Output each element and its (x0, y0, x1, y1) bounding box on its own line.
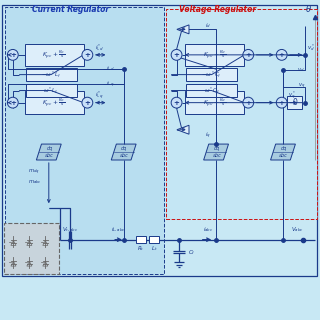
Polygon shape (177, 25, 189, 34)
Bar (287, 96, 302, 109)
Bar (2, 5, 317, 276)
Text: $i_{l,q}$: $i_{l,q}$ (106, 80, 115, 90)
Text: dq: dq (46, 146, 52, 151)
Circle shape (171, 97, 182, 108)
Text: dq: dq (281, 146, 287, 151)
Text: $i_d$: $i_d$ (205, 21, 211, 30)
Bar (186, 44, 244, 66)
Circle shape (276, 50, 287, 60)
Text: $K_{pc}+\frac{K_{ic}}{s}$: $K_{pc}+\frac{K_{ic}}{s}$ (43, 96, 66, 109)
Text: Voltage Regulator: Voltage Regulator (179, 5, 256, 14)
Text: abc: abc (45, 153, 54, 158)
Circle shape (7, 97, 18, 108)
Text: $C_f$: $C_f$ (188, 249, 196, 258)
Text: $V_{t,abc}$: $V_{t,abc}$ (62, 225, 78, 234)
Circle shape (82, 50, 93, 60)
Polygon shape (270, 144, 295, 160)
Text: $i_{abc}$: $i_{abc}$ (203, 225, 213, 234)
Text: abc: abc (120, 153, 129, 158)
Text: +: + (84, 52, 90, 58)
Text: $v^*_q$: $v^*_q$ (288, 90, 295, 102)
Text: dq: dq (213, 146, 220, 151)
Text: +: + (84, 100, 90, 106)
Circle shape (276, 97, 287, 108)
Bar (4, 223, 59, 274)
Text: $v_d$: $v_d$ (298, 66, 305, 74)
Text: $m_{abc}$: $m_{abc}$ (28, 178, 42, 186)
Text: $i^*_{l,d}$: $i^*_{l,d}$ (95, 43, 104, 53)
Circle shape (243, 97, 254, 108)
Text: $K_{pc}+\frac{K_{ic}}{s}$: $K_{pc}+\frac{K_{ic}}{s}$ (43, 48, 66, 61)
Text: $\omega^*C_f$: $\omega^*C_f$ (204, 85, 220, 96)
Bar (4, 7, 164, 274)
Text: dq: dq (121, 146, 127, 151)
Polygon shape (177, 125, 189, 134)
Text: 0: 0 (292, 98, 297, 107)
Bar (26, 84, 76, 97)
Text: $m_{dq}$: $m_{dq}$ (28, 168, 39, 177)
Text: θ: θ (306, 5, 311, 14)
Circle shape (7, 50, 18, 60)
Text: +: + (10, 100, 16, 106)
Polygon shape (36, 144, 61, 160)
Text: +: + (279, 52, 285, 58)
Polygon shape (204, 144, 228, 160)
Bar (26, 68, 76, 81)
Text: $R_t$: $R_t$ (138, 244, 145, 253)
Text: $-\omega^*L_f$: $-\omega^*L_f$ (41, 69, 61, 80)
Text: +: + (174, 100, 180, 106)
Bar (136, 236, 146, 244)
Text: +: + (245, 100, 251, 106)
Text: $-\omega^*C_f$: $-\omega^*C_f$ (201, 69, 222, 80)
Text: $\omega^*L_f$: $\omega^*L_f$ (44, 85, 59, 96)
Text: $V_{abc}$: $V_{abc}$ (291, 225, 303, 234)
Circle shape (171, 50, 182, 60)
Text: $v^*_d$: $v^*_d$ (307, 43, 315, 53)
Text: $i_{l,d}$: $i_{l,d}$ (106, 65, 115, 73)
Text: $i_{L,abc}$: $i_{L,abc}$ (111, 225, 126, 234)
Text: +: + (245, 52, 251, 58)
Text: $K_{pv}+\frac{K_{iv}}{s}$: $K_{pv}+\frac{K_{iv}}{s}$ (203, 96, 227, 109)
Bar (186, 68, 237, 81)
Text: $K_{pv}+\frac{K_{iv}}{s}$: $K_{pv}+\frac{K_{iv}}{s}$ (203, 48, 227, 61)
Text: +: + (10, 52, 16, 58)
Text: +: + (279, 100, 285, 106)
Bar (186, 92, 244, 114)
Text: Current Regulator: Current Regulator (32, 5, 109, 14)
Text: $i^*_{l,q}$: $i^*_{l,q}$ (95, 90, 104, 102)
Bar (25, 92, 84, 114)
Text: F: F (181, 127, 185, 132)
Polygon shape (111, 144, 136, 160)
Text: $L_t$: $L_t$ (151, 244, 157, 253)
Circle shape (82, 97, 93, 108)
Bar (25, 44, 84, 66)
Text: abc: abc (279, 153, 288, 158)
Text: $i_q$: $i_q$ (205, 131, 211, 141)
Bar (186, 84, 237, 97)
Text: +: + (174, 52, 180, 58)
Text: abc: abc (212, 153, 221, 158)
Bar (149, 236, 159, 243)
Circle shape (243, 50, 254, 60)
Text: $v_q$: $v_q$ (298, 82, 305, 91)
Bar (166, 9, 317, 219)
Text: F: F (181, 27, 185, 32)
